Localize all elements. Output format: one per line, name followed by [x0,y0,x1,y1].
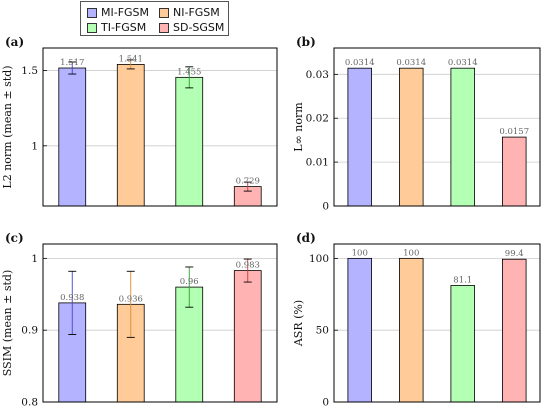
legend-swatch-ni-fgsm [159,7,169,18]
y-axis-label: ASR (%) [292,300,305,347]
data-label: 0.96 [180,277,199,287]
data-label: 0.729 [236,177,260,187]
data-label: 1.541 [119,54,143,64]
y-tick-label: 1.5 [21,65,38,77]
chart-panel-0: 1 1.5 1.517 1.541 1.455 0.729 L2 norm (mean ± … [1,35,278,207]
data-label: 0.0314 [448,58,478,68]
data-label: 81.1 [453,276,472,286]
bar [116,64,145,207]
axes-frame [42,47,278,207]
legend-label-ni-fgsm: NI-FGSM [173,6,220,19]
y-tick-label: 0.9 [21,325,38,337]
panel-label: (b) [296,35,316,49]
bar [399,67,424,207]
y-tick-label: 100 [309,253,329,265]
y-tick-label: 1 [31,140,38,152]
y-axis-label: L∞ norm [292,102,305,152]
chart-panel-3: 0 50 100 100 100 81.1 99.4 ASR (%) (d) [292,231,541,409]
legend-label-sd-sgsm: SD-SGSM [173,21,225,34]
y-tick-label: 0 [322,201,329,213]
data-label: 100 [403,248,419,258]
panel-label: (d) [296,231,316,245]
legend-swatch-sd-sgsm [159,22,169,33]
panel-label: (a) [5,35,24,49]
legend-label-ti-fgsm: TI-FGSM [101,21,147,34]
data-label: 100 [352,248,368,258]
y-tick-label: 50 [316,325,329,337]
y-axis-label: L2 norm (mean ± std) [1,65,14,188]
axes-frame [333,243,541,403]
axes-frame [42,243,278,403]
data-label: 99.4 [505,249,524,259]
legend-item-mi-fgsm: MI-FGSM [87,6,149,19]
data-label: 0.0314 [345,58,375,68]
y-tick-label: 0.02 [306,113,329,125]
legend-swatch-mi-fgsm [87,7,97,18]
y-tick-label: 0.01 [306,157,329,169]
y-tick-label: 1 [31,253,38,265]
bar [233,270,262,403]
legend-item-sd-sgsm: SD-SGSM [159,21,224,34]
legend: MI-FGSM NI-FGSM TI-FGSM SD-SGSM [80,1,229,36]
panel-label: (c) [5,231,24,245]
data-label: 0.983 [236,261,260,271]
data-label: 0.0314 [396,58,426,68]
y-tick-label: 0 [322,397,329,409]
legend-item-ti-fgsm: TI-FGSM [87,21,146,34]
legend-swatch-ti-fgsm [87,22,97,33]
bar [399,257,424,403]
bar [450,285,475,403]
bar [347,257,372,403]
bar [502,258,527,403]
chart-panel-1: 0 0.01 0.02 0.03 0.0314 0.0314 0.0314 0.0157 L∞ … [292,35,541,213]
chart-panel-2: 0.8 0.9 1 0.938 0.936 0.96 0.983 SSIM (mean ± s… [1,231,278,409]
data-label: 0.936 [119,294,143,304]
data-label: 0.0157 [499,127,529,137]
y-axis-label: SSIM (mean ± std) [1,270,14,376]
data-label: 1.517 [60,58,84,68]
data-label: 0.938 [60,293,84,303]
axes-frame [333,47,541,207]
bar [347,67,372,207]
y-tick-label: 0.8 [21,397,38,409]
bar [450,67,475,207]
legend-label-mi-fgsm: MI-FGSM [101,6,150,19]
data-label: 1.455 [177,67,201,77]
y-tick-label: 0.03 [306,69,329,81]
bar [58,67,87,207]
bar [175,76,204,207]
bar [502,136,527,207]
legend-item-ni-fgsm: NI-FGSM [159,6,220,19]
